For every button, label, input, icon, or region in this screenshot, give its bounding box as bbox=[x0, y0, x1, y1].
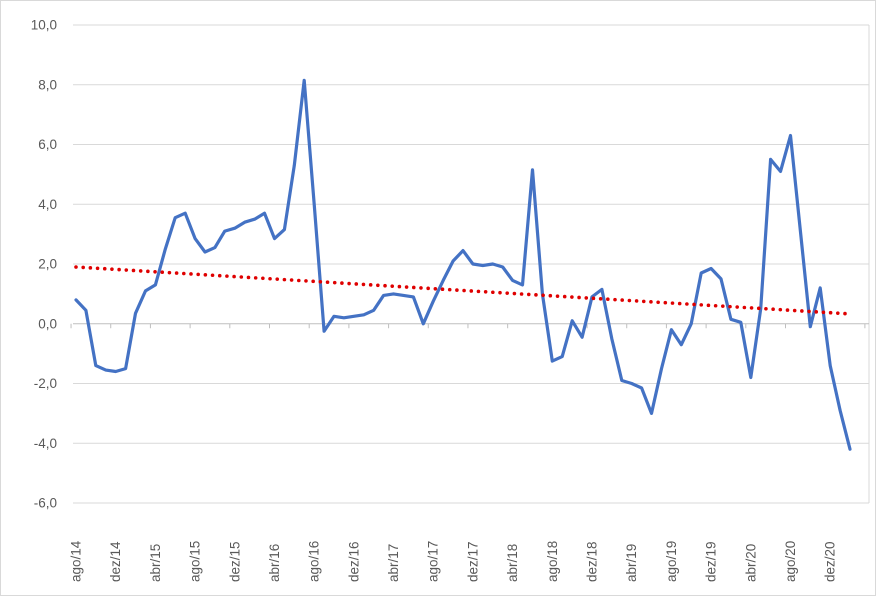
x-axis-tick-label: abr/15 bbox=[148, 544, 163, 582]
trendline-dotted bbox=[74, 265, 852, 316]
x-axis-tick-label: dez/20 bbox=[823, 541, 838, 582]
x-axis-tick-label: dez/18 bbox=[585, 541, 600, 582]
y-axis-tick-label: 10,0 bbox=[31, 18, 57, 33]
y-axis-tick-label: 4,0 bbox=[38, 197, 57, 212]
x-axis-tick-label: ago/19 bbox=[664, 541, 679, 582]
x-axis-tick-label: abr/17 bbox=[386, 544, 401, 582]
y-axis-tick-label: 8,0 bbox=[38, 77, 57, 92]
axes-group bbox=[70, 323, 869, 329]
x-axis-tick-label: abr/16 bbox=[267, 544, 282, 582]
y-axis-tick-label: -6,0 bbox=[34, 496, 57, 511]
x-axis-tick-label: ago/16 bbox=[307, 541, 322, 582]
x-axis-tick-label: abr/20 bbox=[743, 544, 758, 582]
y-axis-tick-label: 6,0 bbox=[38, 137, 57, 152]
x-axis-tick-label: abr/19 bbox=[624, 544, 639, 582]
data-series-group bbox=[74, 78, 852, 451]
y-axis-tick-label: -2,0 bbox=[34, 376, 57, 391]
x-axis-tick-label: dez/16 bbox=[346, 541, 361, 582]
x-axis-tick-label: dez/15 bbox=[227, 541, 242, 582]
data-series-line bbox=[74, 78, 852, 451]
x-axis-tick-label: dez/17 bbox=[465, 541, 480, 582]
y-axis-tick-label: 2,0 bbox=[38, 257, 57, 272]
x-axis-tick-label: ago/17 bbox=[426, 541, 441, 582]
x-axis-tick-label: dez/19 bbox=[704, 541, 719, 582]
x-axis-tick-label: ago/14 bbox=[69, 540, 84, 582]
x-axis-tick-label: ago/18 bbox=[545, 541, 560, 582]
x-axis-tick-label: dez/14 bbox=[108, 541, 123, 582]
y-axis-tick-label: -4,0 bbox=[34, 436, 57, 451]
y-axis-tick-label: 0,0 bbox=[38, 316, 57, 331]
axis-labels-group: 10,0 8,0 6,0 4,0 2,0 0,0 -2,0 -4,0 -6,0 ago/14 dez… bbox=[31, 18, 838, 583]
x-axis-tick-label: ago/15 bbox=[188, 541, 203, 582]
x-axis-tick-label: abr/18 bbox=[505, 544, 520, 582]
x-axis-tick-label: ago/20 bbox=[783, 541, 798, 582]
